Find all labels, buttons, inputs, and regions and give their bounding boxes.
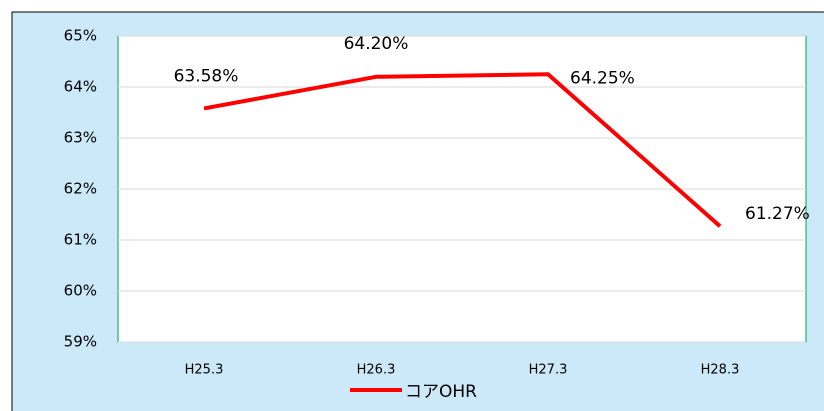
- data-label: 61.27%: [745, 204, 810, 224]
- y-tick-label: 59%: [64, 333, 97, 351]
- y-tick-label: 60%: [64, 282, 97, 300]
- data-line: [203, 72, 722, 228]
- x-tick-label: H26.3: [357, 363, 396, 378]
- y-tick-label: 63%: [64, 129, 97, 147]
- y-tick-label: 65%: [64, 27, 97, 45]
- x-tick-label: H28.3: [701, 363, 740, 378]
- x-tick-label: H25.3: [185, 363, 224, 378]
- legend-label: コアOHR: [405, 382, 477, 402]
- data-label: 64.20%: [344, 34, 409, 54]
- y-tick-label: 61%: [64, 231, 97, 249]
- x-tick-label: H27.3: [529, 363, 568, 378]
- y-tick-label: 64%: [64, 78, 97, 96]
- data-label: 63.58%: [174, 66, 239, 86]
- y-tick-label: 62%: [64, 180, 97, 198]
- data-label: 64.25%: [570, 68, 635, 88]
